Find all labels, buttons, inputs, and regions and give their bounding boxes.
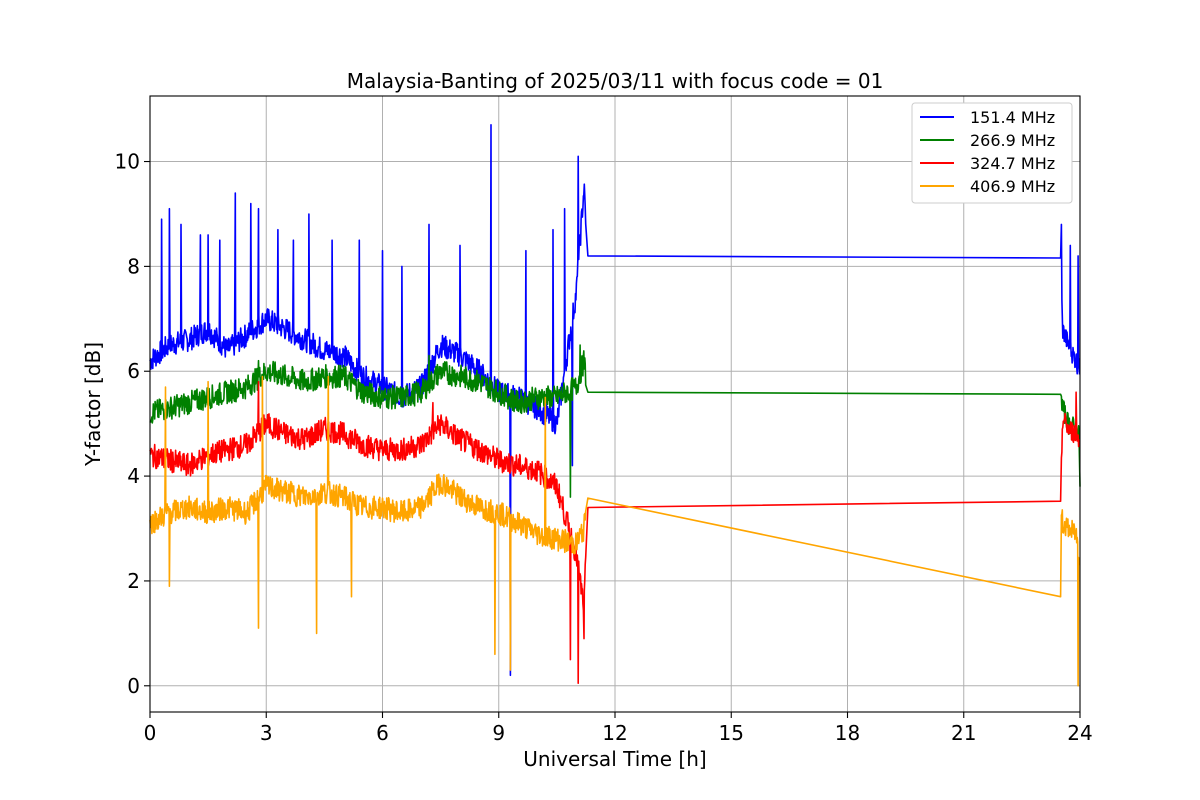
x-tick-label: 9 (492, 721, 505, 745)
x-tick-label: 18 (835, 721, 860, 745)
legend: 151.4 MHz 266.9 MHz 324.7 MHz 406.9 MHz (911, 102, 1073, 204)
x-axis-ticks: 0 3 6 9 12 15 18 21 24 (144, 712, 1093, 745)
legend-box (911, 102, 1073, 204)
y-tick-label: 10 (115, 150, 140, 174)
series-line-4 (149, 375, 1081, 687)
y-tick-label: 0 (127, 674, 140, 698)
legend-label: 151.4 MHz (970, 108, 1055, 127)
legend-label: 406.9 MHz (970, 177, 1055, 196)
x-tick-label: 12 (602, 721, 627, 745)
legend-label: 266.9 MHz (970, 131, 1055, 150)
x-tick-label: 15 (719, 721, 744, 745)
legend-label: 324.7 MHz (970, 154, 1055, 173)
grid (149, 96, 1081, 712)
y-axis-ticks: 0 2 4 6 8 10 (115, 150, 150, 698)
chart-title: Malaysia-Banting of 2025/03/11 with focu… (347, 69, 884, 93)
y-tick-label: 2 (127, 569, 140, 593)
series-line-2 (149, 344, 1081, 498)
x-tick-label: 3 (260, 721, 273, 745)
x-tick-label: 21 (951, 721, 976, 745)
series-line-3 (149, 380, 1081, 684)
x-tick-label: 24 (1067, 721, 1092, 745)
x-tick-label: 0 (144, 721, 157, 745)
y-tick-label: 6 (127, 359, 140, 383)
y-axis-label: Y-factor [dB] (81, 342, 105, 467)
x-axis-label: Universal Time [h] (523, 747, 706, 771)
x-tick-label: 6 (376, 721, 389, 745)
y-tick-label: 8 (127, 254, 140, 278)
series-lines (149, 124, 1081, 687)
y-tick-label: 4 (127, 464, 140, 488)
